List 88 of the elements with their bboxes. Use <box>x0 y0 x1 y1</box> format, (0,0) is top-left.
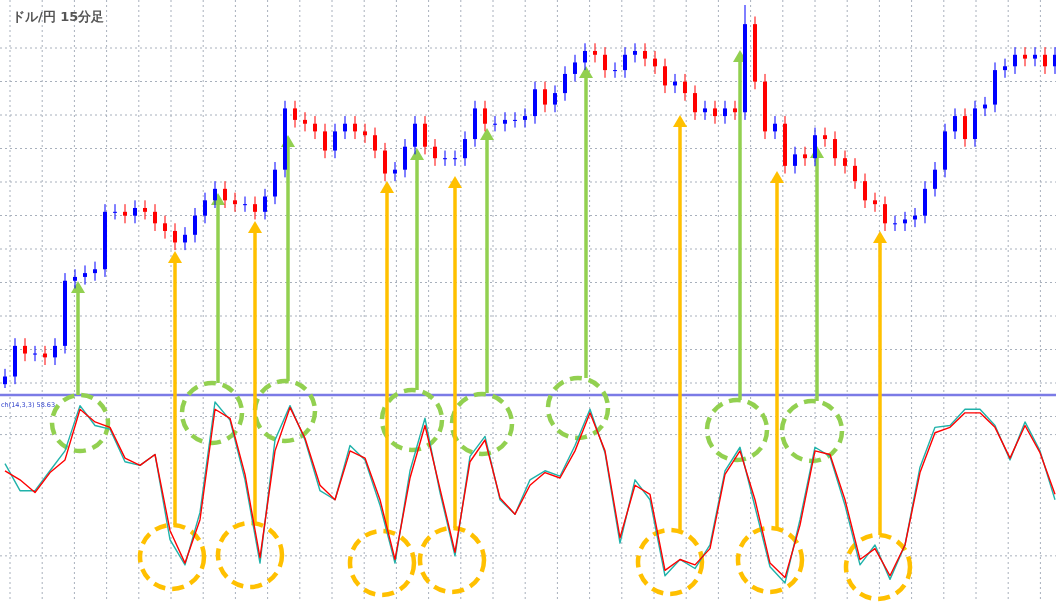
candlestick <box>933 161 937 197</box>
candlestick <box>1033 46 1037 67</box>
candlestick <box>853 157 857 190</box>
candlestick <box>683 73 687 102</box>
candlestick <box>183 226 187 251</box>
candlestick <box>1023 46 1027 67</box>
candlestick <box>453 150 457 167</box>
candlestick <box>413 115 417 155</box>
candlestick <box>333 123 337 159</box>
candlestick <box>373 127 377 159</box>
candlestick <box>33 345 37 362</box>
candlestick <box>723 100 727 125</box>
candlestick <box>483 100 487 132</box>
candlestick <box>863 173 867 209</box>
candlestick <box>343 115 347 140</box>
candlestick <box>73 268 77 289</box>
candlestick <box>23 337 27 362</box>
candlestick <box>463 130 467 167</box>
candlestick <box>513 111 517 129</box>
candlestick <box>423 115 427 155</box>
candlestick <box>493 115 497 132</box>
candlestick <box>953 107 957 140</box>
candlestick <box>363 123 367 144</box>
candlestick <box>293 100 297 129</box>
candlestick <box>1053 46 1056 75</box>
candlestick <box>573 54 577 83</box>
candlestick <box>823 127 827 148</box>
candlestick <box>353 115 357 140</box>
candlestick <box>403 138 407 178</box>
candlestick <box>843 150 847 175</box>
candlestick <box>143 199 147 220</box>
candlestick <box>213 180 217 209</box>
candlestick <box>613 61 617 79</box>
candlestick <box>113 203 117 220</box>
candlestick <box>203 192 207 224</box>
candlestick <box>163 215 167 240</box>
candlestick <box>893 215 897 232</box>
candlestick <box>563 65 567 102</box>
candlestick <box>223 180 227 209</box>
candlestick <box>883 196 887 232</box>
candlestick <box>713 100 717 125</box>
candlestick <box>803 146 807 167</box>
candlestick <box>123 203 127 224</box>
candlestick <box>623 46 627 79</box>
candlestick <box>133 199 137 224</box>
candlestick <box>253 196 257 220</box>
candlestick <box>233 192 237 213</box>
candlestick <box>303 111 307 132</box>
candlestick <box>643 42 647 67</box>
candlestick <box>393 161 397 182</box>
candlestick <box>53 337 57 366</box>
candlestick <box>833 130 837 167</box>
candlestick <box>443 150 447 167</box>
candlestick <box>793 146 797 175</box>
candlestick <box>3 368 7 389</box>
candlestick <box>323 123 327 159</box>
candlestick <box>593 42 597 63</box>
candlestick <box>173 222 177 251</box>
candlestick <box>603 46 607 79</box>
candlestick <box>433 138 437 167</box>
candlestick <box>503 111 507 132</box>
candlestick <box>653 50 657 75</box>
candlestick <box>873 192 877 213</box>
candlestick <box>963 107 967 148</box>
candlestick <box>1043 46 1047 75</box>
candlestick <box>903 211 907 232</box>
candlestick <box>733 100 737 121</box>
candlestick <box>1013 46 1017 75</box>
candlestick <box>93 261 97 282</box>
candlestick <box>193 207 197 243</box>
candlestick <box>153 203 157 232</box>
candlestick <box>383 142 387 182</box>
candlestick <box>1003 58 1007 79</box>
candlestick <box>813 127 817 167</box>
candlestick <box>583 42 587 71</box>
candlestick <box>663 58 667 94</box>
candlestick <box>693 84 697 121</box>
candlestick <box>313 115 317 140</box>
candlestick <box>543 81 547 113</box>
candlestick <box>263 188 267 220</box>
candlestick <box>553 84 557 113</box>
chart-title: ドル/円 15分足 <box>12 9 105 24</box>
candlestick <box>83 264 87 286</box>
candlestick <box>243 196 247 213</box>
candlestick <box>703 100 707 121</box>
candlestick <box>633 42 637 63</box>
candlestick <box>523 107 527 129</box>
candlestick <box>773 115 777 140</box>
